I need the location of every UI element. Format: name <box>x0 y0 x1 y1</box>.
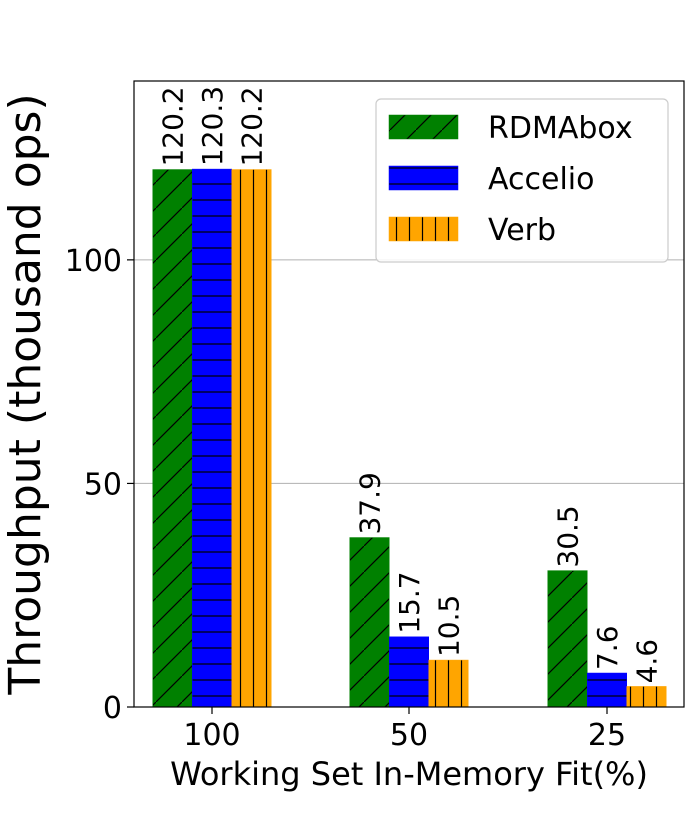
y-axis: 0 50 100 <box>65 244 134 726</box>
legend-label-accelio: Accelio <box>488 162 594 197</box>
bar-value-label: 120.2 <box>236 86 269 166</box>
bar-value-label: 4.6 <box>631 639 664 684</box>
bar-accelio-100 <box>192 168 232 708</box>
legend-swatch-rdmabox <box>388 114 459 140</box>
x-tick-label: 50 <box>390 718 428 753</box>
legend-label-rdmabox: RDMAbox <box>488 111 633 146</box>
bar-value-label: 30.5 <box>552 505 585 567</box>
bar-rdmabox-25 <box>547 570 588 708</box>
legend: RDMAbox Accelio Verb <box>375 98 669 263</box>
bar-value-label: 120.3 <box>196 86 229 166</box>
y-tick-label: 50 <box>84 467 122 502</box>
bar-verb-50 <box>428 659 469 708</box>
bar-rdmabox-100 <box>152 169 193 708</box>
bar-verb-100 <box>231 169 272 708</box>
y-tick-label: 100 <box>65 244 122 279</box>
x-tick-label: 25 <box>588 718 626 753</box>
bar-value-label: 10.5 <box>433 595 466 657</box>
bar-accelio-50 <box>389 636 429 708</box>
bars <box>152 168 667 708</box>
x-tick-label: 100 <box>183 718 240 753</box>
y-axis-title: Throughput (thousand ops) <box>0 93 51 695</box>
legend-swatch-verb <box>388 216 459 242</box>
legend-swatch-accelio <box>388 165 459 191</box>
y-tick-label: 0 <box>103 691 122 726</box>
x-axis-title: Working Set In-Memory Fit(%) <box>170 755 648 793</box>
bar-value-label: 37.9 <box>354 472 387 534</box>
legend-label-verb: Verb <box>488 213 556 248</box>
bar-verb-25 <box>626 686 667 708</box>
bar-value-label: 15.7 <box>393 571 426 633</box>
bar-rdmabox-50 <box>349 537 390 708</box>
bar-value-labels: 120.2 37.9 30.5 120.3 15.7 7.6 120.2 10.5 4.6 <box>157 86 664 684</box>
x-axis: 100 50 25 <box>183 707 626 753</box>
bar-accelio-25 <box>587 672 627 708</box>
bar-value-label: 120.2 <box>157 86 190 166</box>
bar-value-label: 7.6 <box>591 625 624 670</box>
